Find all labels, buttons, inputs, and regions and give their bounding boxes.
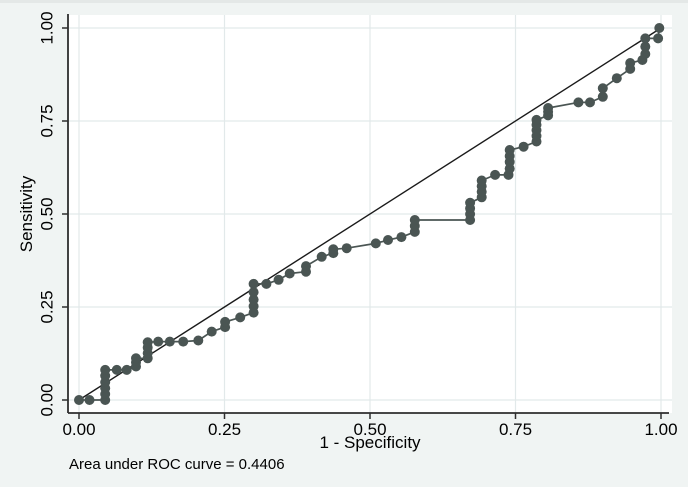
x-axis-title: 1 - Specificity [319, 433, 421, 452]
roc-data-point [585, 97, 595, 108]
y-tick-label: 0.25 [37, 290, 57, 324]
roc-data-point [153, 336, 164, 347]
roc-data-point [573, 97, 584, 108]
y-tick-label: 0.50 [37, 197, 57, 231]
roc-data-point [164, 336, 175, 347]
roc-data-point [653, 33, 664, 44]
roc-data-point [193, 335, 204, 346]
roc-data-point [383, 235, 393, 245]
roc-data-point [640, 41, 651, 52]
roc-data-point [640, 49, 651, 59]
roc-data-point [597, 83, 608, 94]
roc-data-point [611, 73, 622, 84]
roc-data-point [370, 238, 381, 249]
roc-data-point [328, 244, 339, 255]
roc-data-point [206, 326, 217, 337]
roc-data-point [531, 114, 542, 125]
roc-data-point [504, 145, 515, 155]
roc-data-point [518, 141, 529, 152]
roc-data-point [341, 243, 352, 254]
roc-data-point [490, 169, 501, 180]
roc-data-point [640, 33, 651, 44]
x-tick-label: 0.75 [498, 420, 533, 439]
y-tick-label: 0.00 [37, 383, 57, 417]
roc-data-point [543, 103, 554, 113]
y-axis-title: Sensitivity [17, 175, 36, 253]
roc-data-point [625, 58, 636, 68]
x-tick-label: 0.00 [62, 420, 96, 439]
roc-data-point [142, 337, 153, 348]
y-tick-label: 0.75 [37, 104, 57, 138]
x-tick-label: 0.50 [353, 420, 387, 439]
roc-data-point [409, 215, 420, 225]
roc-data-point [597, 91, 608, 102]
x-tick-label: 0.25 [207, 420, 242, 439]
top-edge-band [0, 0, 688, 3]
roc-data-point [100, 364, 111, 375]
roc-data-point [316, 251, 327, 262]
auc-caption: Area under ROC curve = 0.4406 [69, 456, 285, 473]
roc-data-point [396, 232, 407, 243]
roc-data-point [74, 395, 84, 405]
roc-data-point [284, 268, 295, 279]
roc-data-point [248, 287, 259, 298]
roc-data-point [465, 197, 476, 208]
roc-data-point [654, 23, 665, 33]
roc-data-point [220, 316, 231, 327]
roc-data-point [261, 278, 272, 289]
reference-diagonal-line [78, 27, 662, 401]
roc-data-point [121, 364, 132, 375]
roc-data-point [248, 278, 259, 289]
roc-data-point [476, 175, 487, 186]
roc-data-point [235, 312, 246, 323]
roc-data-point [301, 261, 311, 272]
roc-data-point [248, 294, 259, 305]
roc-data-point [111, 364, 122, 375]
roc-data-point [178, 336, 189, 347]
roc-data-point [273, 274, 284, 285]
x-tick-label: 1.00 [644, 420, 678, 439]
roc-data-point [84, 395, 95, 405]
y-tick-label: 1.00 [37, 11, 57, 45]
roc-data-point [131, 353, 141, 364]
